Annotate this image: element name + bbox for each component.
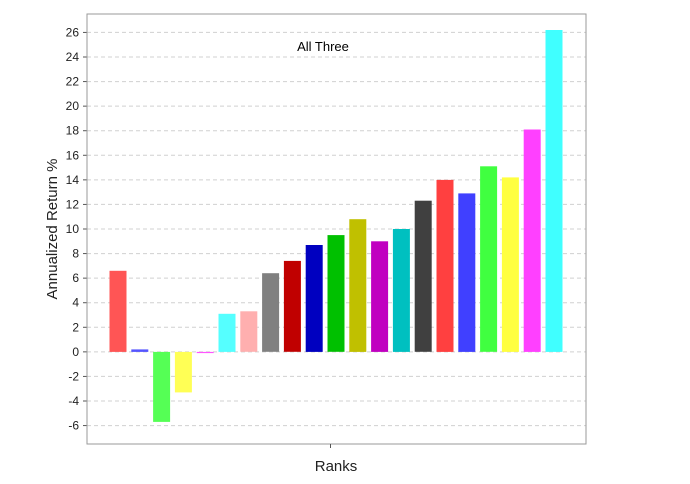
- bar: [283, 260, 301, 352]
- y-tick-label: 16: [66, 148, 80, 162]
- bar: [349, 219, 367, 352]
- y-tick-label: -2: [68, 369, 79, 383]
- y-tick-label: 18: [66, 124, 80, 138]
- bar: [523, 129, 541, 352]
- y-tick-label: 0: [72, 345, 79, 359]
- bar: [262, 273, 280, 352]
- bar: [131, 349, 149, 352]
- y-tick-label: -6: [68, 419, 79, 433]
- y-tick-label: 22: [66, 75, 80, 89]
- y-tick-label: 20: [66, 99, 80, 113]
- bar: [414, 200, 432, 352]
- bar: [109, 270, 127, 352]
- bar: [545, 30, 563, 352]
- bar: [458, 193, 476, 352]
- bar: [196, 351, 214, 354]
- bars: [109, 30, 563, 422]
- y-tick-label: 24: [66, 50, 80, 64]
- bar: [153, 351, 171, 422]
- bar: [218, 313, 236, 352]
- bar: [480, 166, 498, 352]
- bar: [392, 229, 410, 352]
- y-tick-label: 2: [72, 320, 79, 334]
- bar: [305, 245, 323, 352]
- bar: [371, 241, 389, 352]
- y-tick-label: 10: [66, 222, 80, 236]
- bar: [174, 351, 192, 393]
- y-tick-label: 4: [72, 296, 79, 310]
- bar: [327, 235, 345, 352]
- y-tick-label: -4: [68, 394, 79, 408]
- bar: [436, 179, 454, 352]
- y-tick-label: 6: [72, 271, 79, 285]
- y-axis-title: Annualized Return %: [44, 159, 61, 300]
- y-tick-label: 14: [66, 173, 80, 187]
- y-tick-label: 12: [66, 197, 80, 211]
- x-axis-title: Ranks: [315, 458, 358, 475]
- chart-title: All Three: [297, 39, 349, 54]
- bar: [240, 311, 258, 352]
- plot-border: [86, 13, 587, 445]
- bar: [501, 177, 519, 352]
- y-tick-label: 26: [66, 25, 80, 39]
- y-tick-label: 8: [72, 247, 79, 261]
